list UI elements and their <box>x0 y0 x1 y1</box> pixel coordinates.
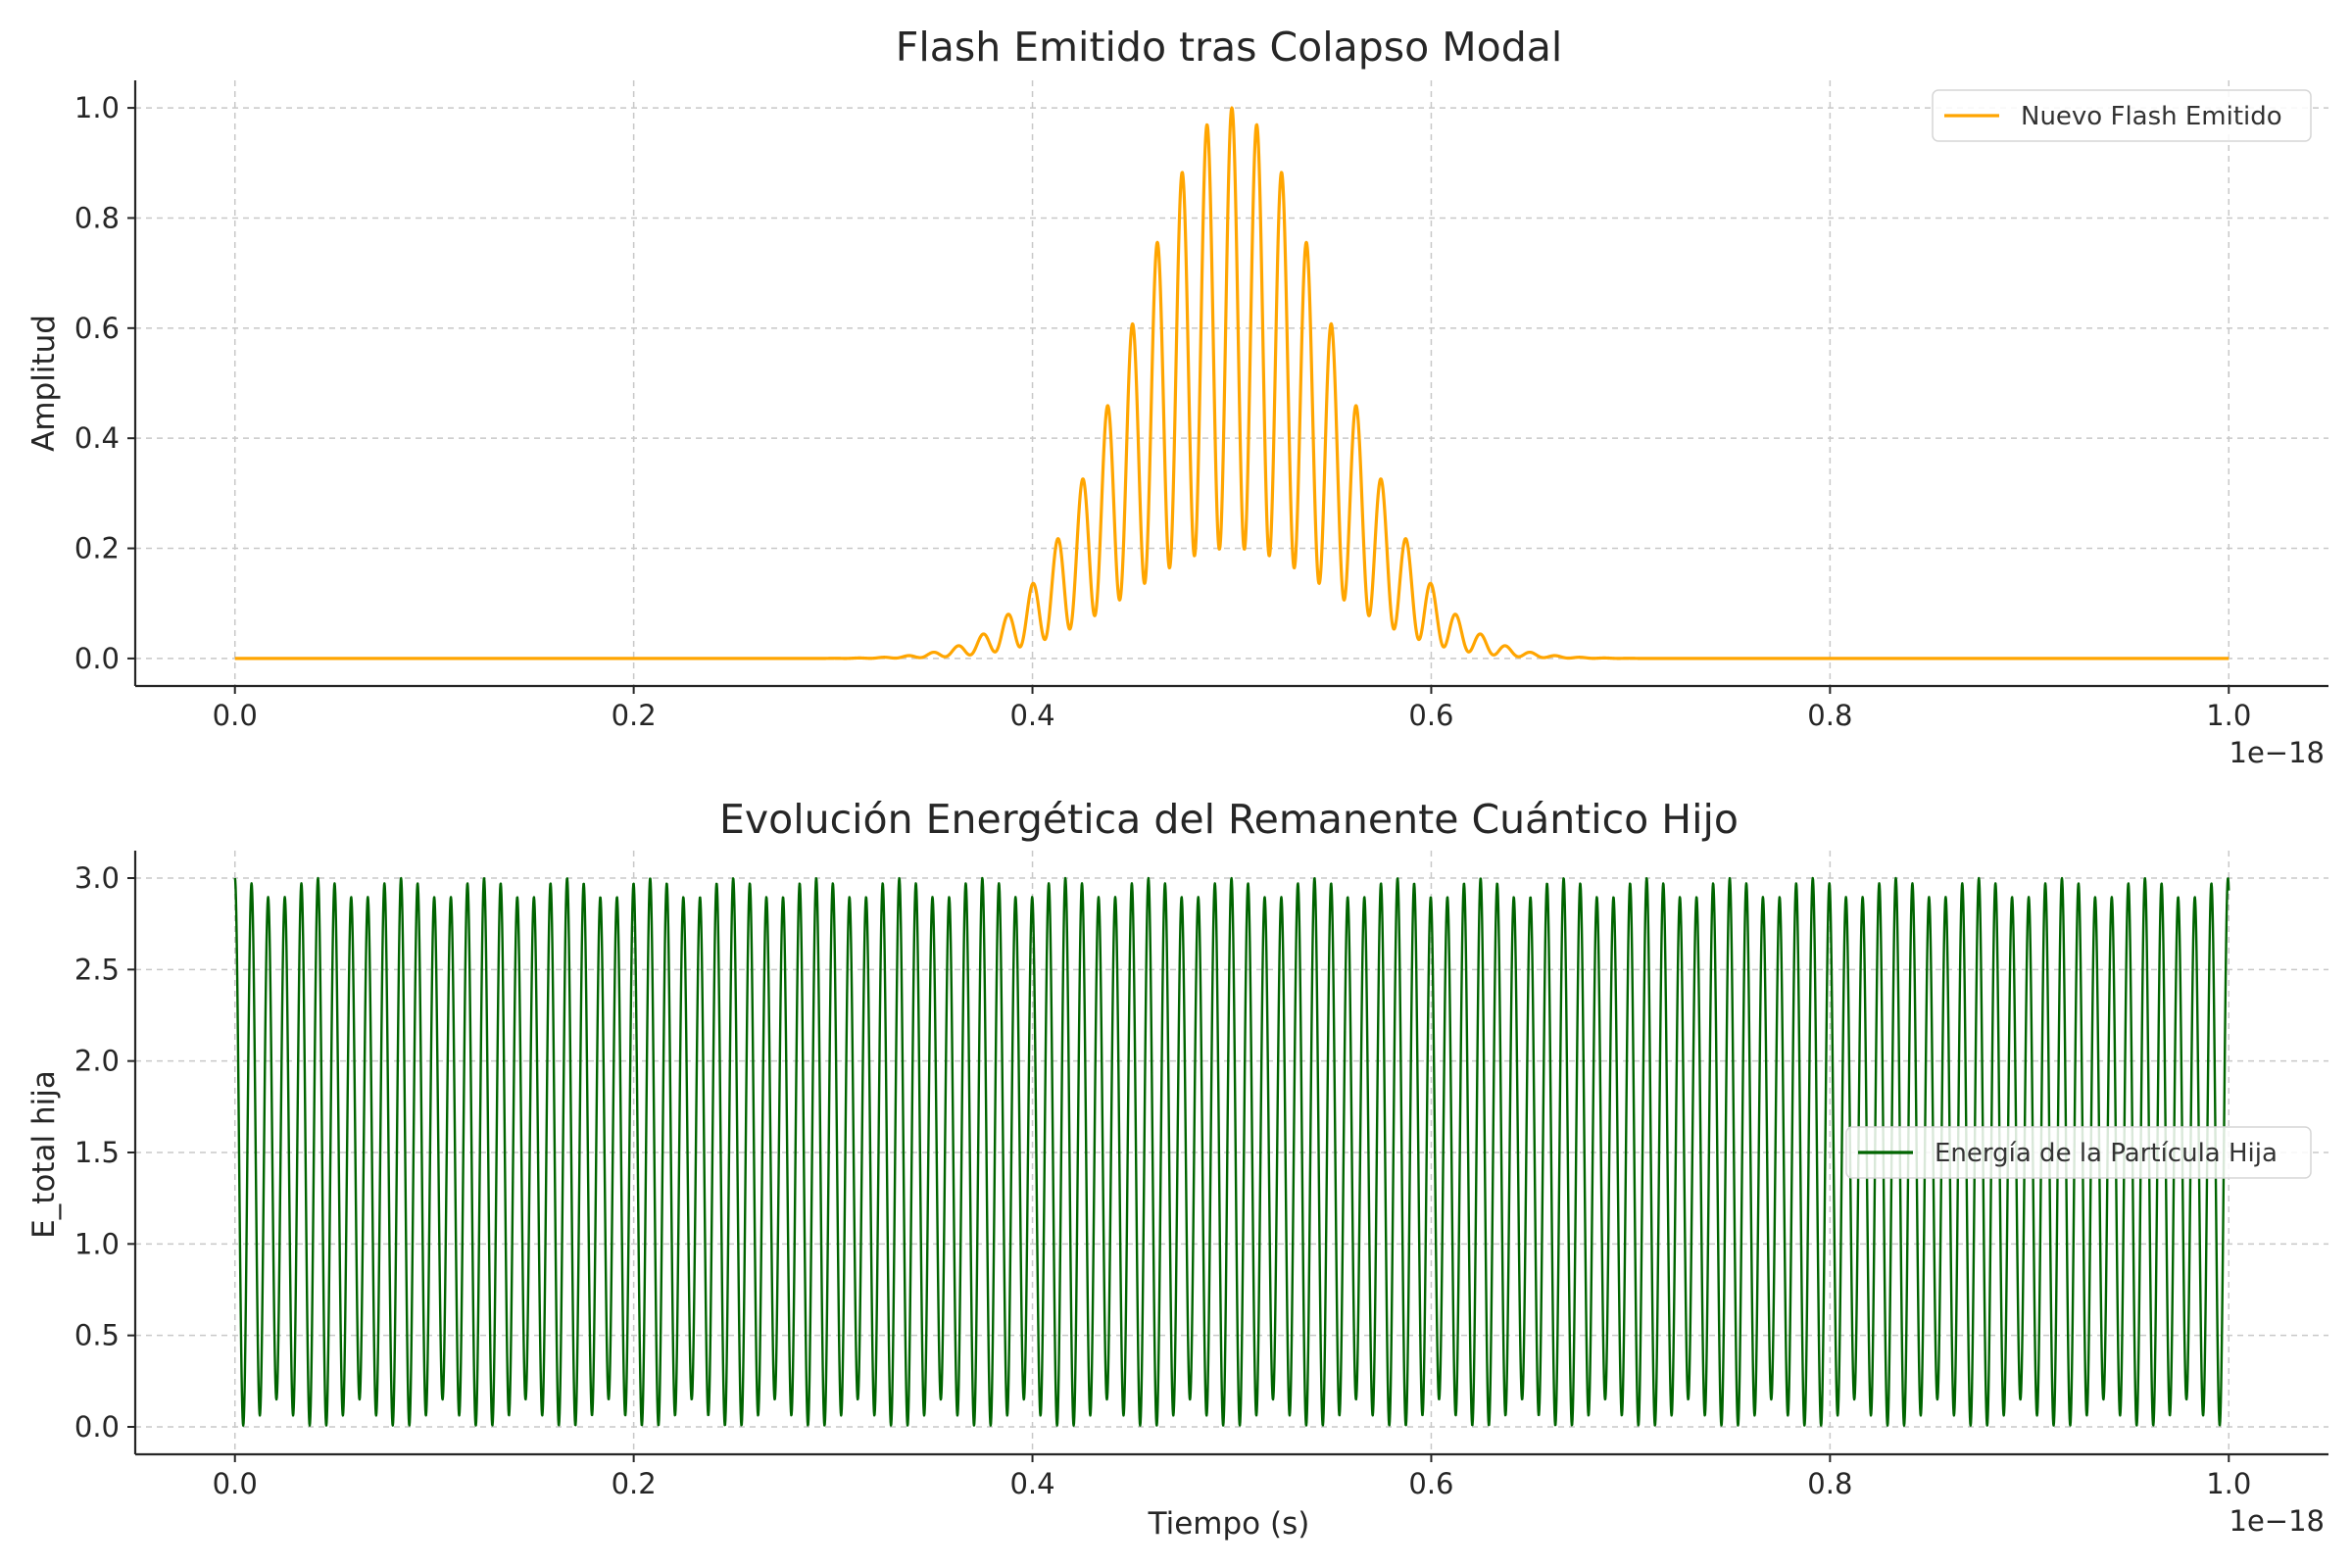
x-tick-label: 0.0 <box>213 699 258 732</box>
flash-chart: Flash Emitido tras Colapso Modal 0.0 0.2 0… <box>26 24 2328 769</box>
x-tick-label: 0.2 <box>612 1467 657 1500</box>
x-tick-label: 0.6 <box>1408 699 1453 732</box>
legend-label: Energía de la Partícula Hija <box>1935 1139 2278 1168</box>
legend: Energía de la Partícula Hija <box>1845 1126 2312 1179</box>
y-tick-label: 0.8 <box>74 201 120 234</box>
chart-title: Flash Emitido tras Colapso Modal <box>896 24 1563 71</box>
legend-label: Nuevo Flash Emitido <box>2021 102 2282 131</box>
y-ticks: 0.0 0.5 1.0 1.5 2.0 2.5 3.0 <box>74 861 135 1444</box>
x-ticks: 0.0 0.2 0.4 0.6 0.8 1.0 <box>213 686 2251 732</box>
y-axis-label: E_total hija <box>26 1070 62 1239</box>
x-tick-label: 0.2 <box>612 699 657 732</box>
x-tick-label: 1.0 <box>2206 1467 2251 1500</box>
chart-title: Evolución Energética del Remanente Cuánt… <box>719 796 1739 843</box>
y-tick-label: 1.0 <box>74 91 120 124</box>
y-tick-label: 0.5 <box>74 1319 120 1352</box>
x-tick-label: 0.0 <box>213 1467 258 1500</box>
series-flash <box>233 106 2230 661</box>
x-offset-label: 1e−18 <box>2230 1504 2326 1538</box>
y-tick-label: 0.6 <box>74 312 120 345</box>
legend-box <box>1932 89 2312 142</box>
y-tick-label: 2.0 <box>74 1045 120 1078</box>
legend-box <box>1845 1126 2312 1179</box>
y-tick-label: 1.5 <box>74 1136 120 1169</box>
axes <box>133 80 2328 688</box>
x-axis-label: Tiempo (s) <box>1148 1506 1310 1542</box>
series-line <box>233 876 2230 1427</box>
x-tick-label: 0.8 <box>1807 1467 1852 1500</box>
x-tick-label: 0.4 <box>1009 699 1054 732</box>
x-ticks: 0.0 0.2 0.4 0.6 0.8 1.0 <box>213 1454 2251 1500</box>
x-offset-label: 1e−18 <box>2230 736 2326 769</box>
series-energy <box>233 876 2230 1427</box>
series-line <box>233 106 2230 661</box>
x-tick-label: 0.8 <box>1807 699 1852 732</box>
x-tick-label: 1.0 <box>2206 699 2251 732</box>
x-tick-label: 0.4 <box>1009 1467 1054 1500</box>
y-tick-label: 0.2 <box>74 532 120 565</box>
y-tick-label: 0.0 <box>74 1410 120 1444</box>
energy-chart: Evolución Energética del Remanente Cuánt… <box>26 796 2328 1542</box>
y-ticks: 0.0 0.2 0.4 0.6 0.8 1.0 <box>74 91 135 675</box>
y-tick-label: 2.5 <box>74 953 120 986</box>
y-tick-label: 3.0 <box>74 861 120 895</box>
y-tick-label: 0.0 <box>74 642 120 675</box>
y-tick-label: 0.4 <box>74 421 120 455</box>
y-axis-label: Amplitud <box>26 315 62 452</box>
x-tick-label: 0.6 <box>1408 1467 1453 1500</box>
legend: Nuevo Flash Emitido <box>1932 89 2312 142</box>
y-tick-label: 1.0 <box>74 1227 120 1260</box>
